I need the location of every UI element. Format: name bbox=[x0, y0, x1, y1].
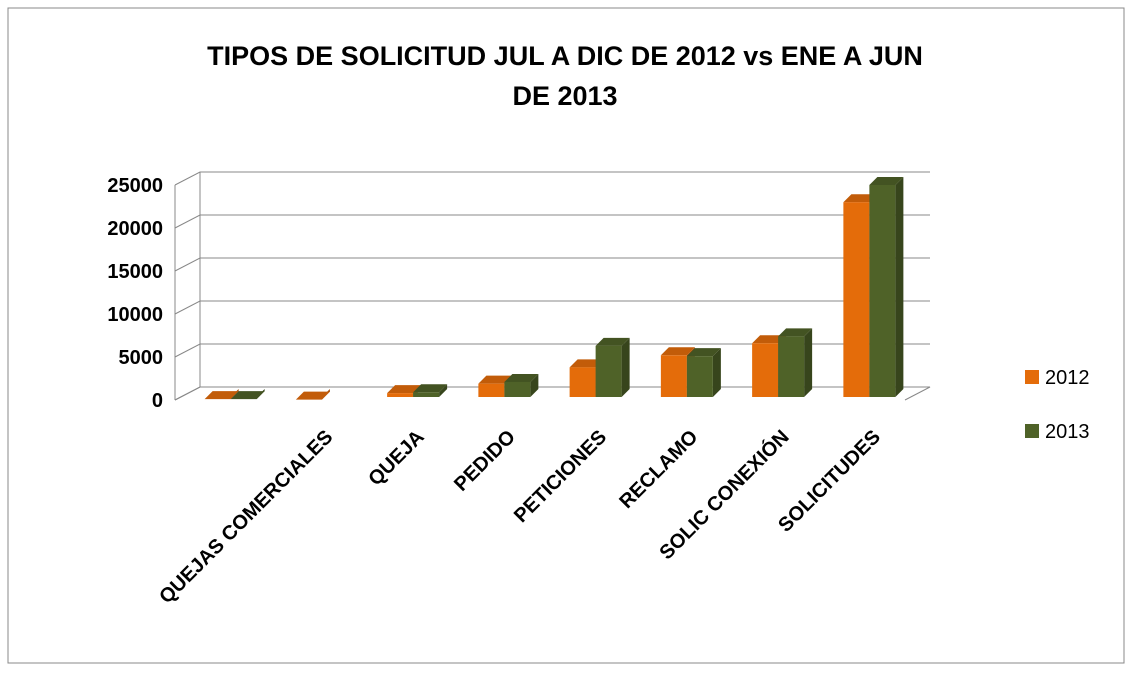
bar bbox=[752, 343, 779, 397]
bar bbox=[686, 356, 713, 397]
grid-line bbox=[174, 257, 930, 272]
bar-side bbox=[712, 348, 721, 397]
y-tick-label: 10000 bbox=[107, 304, 163, 326]
grid-line bbox=[174, 343, 930, 358]
bar-top bbox=[778, 328, 813, 337]
bar bbox=[778, 336, 805, 397]
bar bbox=[413, 392, 440, 397]
y-tick-label: 5000 bbox=[119, 347, 164, 369]
bar-top bbox=[204, 391, 239, 400]
grid-line bbox=[174, 214, 930, 229]
bar-top bbox=[478, 375, 513, 384]
y-tick-label: 0 bbox=[152, 390, 163, 412]
bar-top bbox=[387, 385, 422, 394]
bar-top bbox=[843, 194, 878, 203]
bar-top bbox=[504, 373, 539, 382]
bar bbox=[569, 367, 596, 397]
bar-top bbox=[595, 337, 630, 346]
chart-border bbox=[7, 7, 1125, 664]
bar bbox=[869, 185, 896, 397]
bar-top bbox=[869, 177, 904, 185]
grid-line bbox=[174, 171, 930, 186]
bar-top bbox=[752, 335, 787, 344]
bar-top bbox=[295, 391, 330, 400]
legend-swatch bbox=[1025, 370, 1039, 384]
y-tick-label: 25000 bbox=[107, 175, 163, 197]
bar-side bbox=[621, 337, 630, 397]
legend-label: 2013 bbox=[1045, 421, 1090, 443]
bar bbox=[387, 393, 414, 397]
legend-label: 2012 bbox=[1045, 367, 1090, 389]
bar-side bbox=[439, 384, 448, 397]
bar-side bbox=[530, 373, 539, 397]
bar-top bbox=[569, 359, 604, 368]
bar-top bbox=[660, 347, 695, 356]
bar bbox=[843, 202, 870, 397]
chart-title: TIPOS DE SOLICITUD JUL A DIC DE 2012 vs … bbox=[207, 41, 923, 111]
bar bbox=[478, 383, 505, 397]
bar-top bbox=[413, 384, 448, 393]
legend-swatch bbox=[1025, 424, 1039, 438]
bar-side bbox=[895, 177, 904, 397]
bar bbox=[660, 355, 687, 397]
y-tick-label: 15000 bbox=[107, 261, 163, 283]
bar-side bbox=[804, 328, 813, 397]
y-tick-label: 20000 bbox=[107, 218, 163, 240]
bar bbox=[504, 381, 531, 397]
bar bbox=[595, 345, 622, 397]
bar-top bbox=[230, 391, 265, 400]
bar-top bbox=[686, 348, 721, 357]
grid-line bbox=[174, 300, 930, 315]
